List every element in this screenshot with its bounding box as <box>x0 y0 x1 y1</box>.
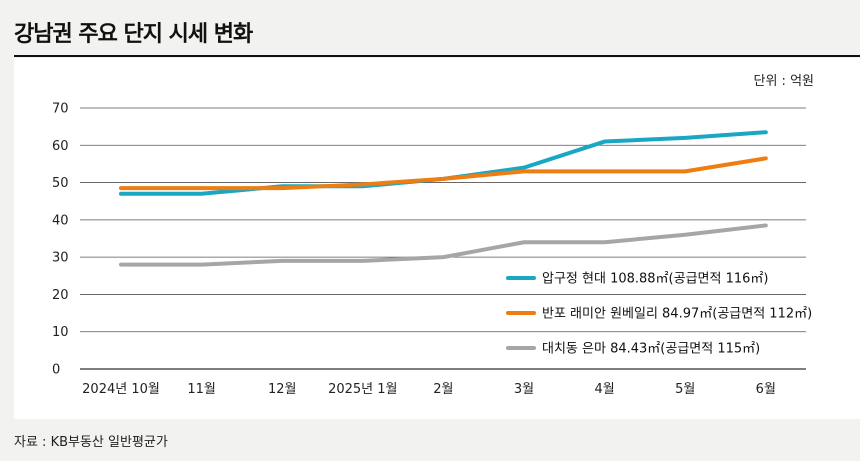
y-tick-label: 60 <box>52 139 69 154</box>
x-tick-label: 3월 <box>514 382 534 397</box>
source-label: 자료 : KB부동산 일반평균가 <box>14 435 168 450</box>
y-tick-label: 50 <box>52 176 69 191</box>
chart-panel <box>14 58 860 419</box>
x-tick-label: 2025년 1월 <box>328 382 397 397</box>
series-line-1 <box>119 130 768 196</box>
x-tick-label: 5월 <box>675 382 695 397</box>
x-tick-label: 4월 <box>594 382 614 397</box>
x-tick-label: 2월 <box>433 382 453 397</box>
x-tick-label: 6월 <box>756 382 776 397</box>
series-line-3 <box>119 223 768 267</box>
y-tick-label: 0 <box>52 363 60 378</box>
y-tick-label: 10 <box>52 325 69 340</box>
x-tick-label: 2024년 10월 <box>82 382 160 397</box>
legend-label-1: 압구정 현대 108.88㎡(공급면적 116㎡) <box>542 272 768 287</box>
x-tick-label: 11월 <box>187 382 216 397</box>
legend-label-3: 대치동 은마 84.43㎡(공급면적 115㎡) <box>542 342 760 357</box>
y-tick-label: 30 <box>52 251 69 266</box>
x-tick-label: 12월 <box>268 382 297 397</box>
y-tick-label: 20 <box>52 288 69 303</box>
legend-label-2: 반포 래미안 원베일리 84.97㎡(공급면적 112㎡) <box>542 307 812 322</box>
unit-label: 단위 : 억원 <box>753 74 815 89</box>
y-tick-label: 40 <box>52 213 69 228</box>
y-tick-label: 70 <box>52 102 69 117</box>
title-divider <box>14 55 860 57</box>
series-line-2 <box>119 156 768 191</box>
chart-title: 강남권 주요 단지 시세 변화 <box>14 22 253 47</box>
